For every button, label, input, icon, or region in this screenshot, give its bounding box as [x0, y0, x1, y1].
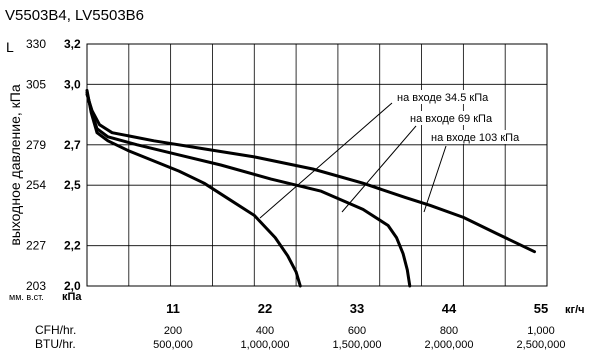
conversion-row-label: CFH/hr. [35, 323, 76, 337]
annotation-label: на входе 34.5 кПа [397, 92, 489, 104]
x-tick-label: 11 [166, 301, 180, 316]
x-tick-label: 44 [442, 301, 457, 316]
y-unit-mm: мм. в.ст. [9, 292, 44, 302]
conversion-row-value: 200 [164, 325, 182, 337]
series-lines [85, 88, 536, 288]
annotation-label: на входе 69 кПа [410, 113, 493, 125]
y-unit-kpa: кПа [62, 291, 82, 303]
series-line [85, 88, 302, 288]
grid [86, 43, 548, 287]
conversion-row-value: 600 [348, 325, 366, 337]
y-tick-kpa: 2,5 [64, 178, 81, 192]
y-tick-mm: 203 [26, 279, 46, 293]
y-tick-mm: 254 [26, 178, 46, 192]
x-tick-label: 33 [350, 301, 364, 316]
annotations: на входе 34.5 кПа на входе 69 кПа на входе… [259, 90, 529, 219]
conversion-row-value: 2,000,000 [425, 339, 474, 351]
conversion-row-value: 500,000 [153, 339, 193, 351]
annotation-bg [407, 111, 502, 125]
conversion-row-label: BTU/hr. [35, 337, 76, 351]
conversion-row-value: 800 [440, 325, 458, 337]
conversion-row-value: 1,000,000 [241, 339, 290, 351]
conversion-row-value: 400 [256, 325, 274, 337]
y-tick-mm: 305 [26, 77, 46, 91]
series-line [85, 90, 412, 288]
conversion-rows: CFH/hr. 200 400 600 800 1,000 BTU/hr. 500,000 1,… [35, 323, 565, 351]
annotation-bg [428, 130, 529, 144]
y-tick-mm: 227 [26, 239, 46, 253]
conversion-row-value: 1,500,000 [333, 339, 382, 351]
x-tick-label: 55 [534, 301, 548, 316]
annotation-bg [394, 90, 501, 104]
plot-frame [86, 43, 548, 287]
conversion-row-value: 1,000 [527, 325, 555, 337]
annotation-label: на входе 103 кПа [431, 132, 520, 144]
x-unit-label: кг/ч [565, 304, 585, 316]
y-tick-kpa: 2,7 [64, 138, 81, 152]
x-tick-label: 22 [258, 301, 272, 316]
annotation-leader [259, 102, 393, 219]
y-tick-kpa: 2,0 [64, 279, 81, 293]
annotation-leader [341, 125, 417, 213]
chart-title: V5503B4, LV5503B6 [5, 7, 144, 24]
y-ticks: 330 3,2 305 3,0 279 2,7 254 2,5 227 2,2 203 2,0 [26, 37, 81, 293]
annotation-leader [423, 145, 447, 213]
conversion-row-value: 2,500,000 [517, 339, 566, 351]
y-tick-kpa: 3,2 [64, 37, 81, 51]
y-tick-mm: 330 [26, 37, 46, 51]
y-unit-left: L [6, 39, 14, 55]
y-axis-label: выходное давление, кПа [7, 84, 23, 246]
y-tick-kpa: 2,2 [64, 239, 81, 253]
y-tick-kpa: 3,0 [64, 77, 81, 91]
series-line [85, 92, 536, 254]
y-tick-mm: 279 [26, 138, 46, 152]
x-ticks: 11 22 33 44 55 [166, 301, 548, 316]
